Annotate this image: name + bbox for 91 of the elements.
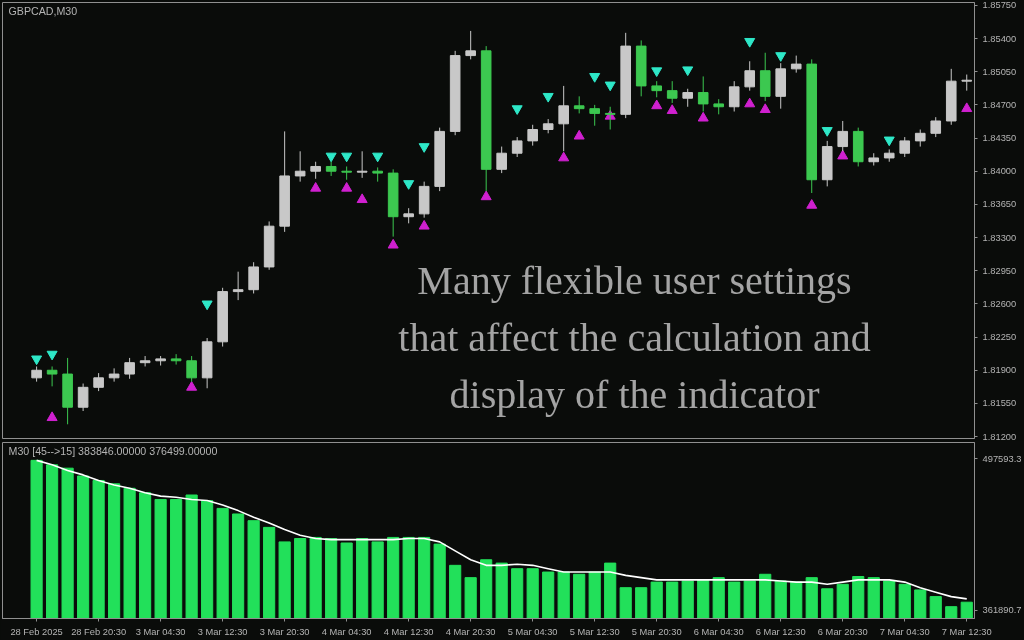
candlestick — [294, 150, 306, 183]
candlestick — [170, 353, 182, 366]
x-tick-label: 4 Mar 20:30 — [445, 626, 496, 637]
candlestick — [930, 116, 942, 138]
point — [542, 92, 554, 103]
point — [372, 152, 384, 163]
point — [775, 52, 787, 62]
point — [837, 149, 849, 160]
chart-title: M30 [45-->15] 383846.00000 376499.00000 — [8, 444, 218, 457]
y-tick-label: 1.84000 — [982, 166, 1017, 177]
candlestick — [744, 60, 756, 92]
point — [682, 66, 694, 77]
chart-title: GBPCAD,M30 — [8, 4, 78, 17]
x-tick-label: 6 Mar 20:30 — [817, 626, 868, 637]
point — [341, 152, 353, 163]
annotation: that affect the calculation and — [398, 315, 871, 360]
candlestick — [558, 85, 569, 152]
line-series — [35, 459, 968, 600]
x-tick-label: 4 Mar 04:30 — [321, 626, 372, 637]
x-tick-label: 4 Mar 12:30 — [383, 626, 434, 637]
point — [403, 180, 415, 190]
x-tick-label: 7 Mar 04:30 — [879, 626, 930, 637]
point — [341, 182, 353, 192]
point — [604, 81, 616, 92]
point — [418, 219, 430, 230]
candlestick — [511, 136, 523, 158]
point — [651, 67, 663, 78]
candlestick — [341, 165, 352, 181]
y-tick-label: 1.81900 — [982, 365, 1017, 376]
point — [325, 152, 337, 163]
point — [961, 102, 973, 113]
point — [310, 182, 322, 192]
candlestick — [356, 150, 368, 179]
x-tick-label: 6 Mar 12:30 — [755, 626, 806, 637]
x-tick-label: 5 Mar 12:30 — [569, 626, 620, 637]
x-tick-label: 28 Feb 20:30 — [71, 626, 127, 637]
point — [511, 105, 523, 115]
annotation: display of the indicator — [449, 372, 820, 417]
candlestick — [899, 136, 911, 158]
y-tick-label: 1.81200 — [982, 431, 1017, 442]
x-tick-label: 7 Mar 12:30 — [941, 626, 992, 637]
y-tick-label: 1.84700 — [982, 99, 1017, 110]
y-tick-label: 1.85050 — [982, 66, 1017, 77]
candlestick — [139, 355, 151, 367]
y-tick-label: 1.82950 — [982, 265, 1017, 276]
candlestick — [589, 104, 600, 127]
annotation: Many flexible user settings — [417, 258, 852, 303]
y-tick-label: 1.85750 — [982, 0, 1017, 11]
point — [821, 127, 833, 137]
point — [744, 37, 756, 48]
x-tick-label: 5 Mar 20:30 — [631, 626, 682, 637]
candlestick — [728, 80, 740, 112]
candlestick — [604, 106, 616, 131]
candlestick — [697, 75, 709, 112]
y-tick-label: 1.82600 — [982, 298, 1017, 309]
candlestick — [682, 88, 694, 108]
y-tick-label: 1.81550 — [982, 398, 1017, 409]
point — [356, 193, 368, 204]
candlestick — [232, 271, 244, 301]
x-tick-label: 3 Mar 20:30 — [259, 626, 310, 637]
candlestick — [77, 383, 89, 412]
point — [883, 136, 895, 147]
candlestick — [465, 30, 476, 60]
y-tick-label: 1.82250 — [982, 332, 1017, 343]
y-tick-label: 1.83300 — [982, 232, 1017, 243]
candlestick — [46, 365, 58, 387]
point — [186, 381, 198, 391]
candlestick — [108, 367, 120, 383]
point — [480, 190, 492, 201]
x-tick-label: 5 Mar 04:30 — [507, 626, 558, 637]
point — [46, 411, 58, 422]
y-tick-label: 1.83650 — [982, 199, 1017, 210]
y-tick-label: 497593.3 — [982, 453, 1022, 464]
point — [387, 238, 399, 249]
y-tick-label: 1.85400 — [982, 33, 1017, 44]
candlestick — [248, 261, 259, 294]
y-tick-label: 1.84350 — [982, 133, 1017, 144]
point — [589, 73, 601, 83]
point — [806, 199, 818, 209]
x-tick-label: 3 Mar 04:30 — [135, 626, 186, 637]
x-tick-label: 3 Mar 12:30 — [197, 626, 248, 637]
candlestick — [666, 80, 678, 104]
candlestick — [527, 124, 538, 147]
candlestick — [93, 372, 104, 392]
y-tick-label: 361890.7 — [982, 605, 1022, 616]
candlestick — [496, 146, 507, 174]
candlestick — [124, 357, 135, 380]
point — [558, 151, 570, 162]
x-tick-label: 6 Mar 04:30 — [693, 626, 744, 637]
x-tick-label: 28 Feb 2025 — [10, 626, 63, 637]
point — [418, 143, 430, 153]
